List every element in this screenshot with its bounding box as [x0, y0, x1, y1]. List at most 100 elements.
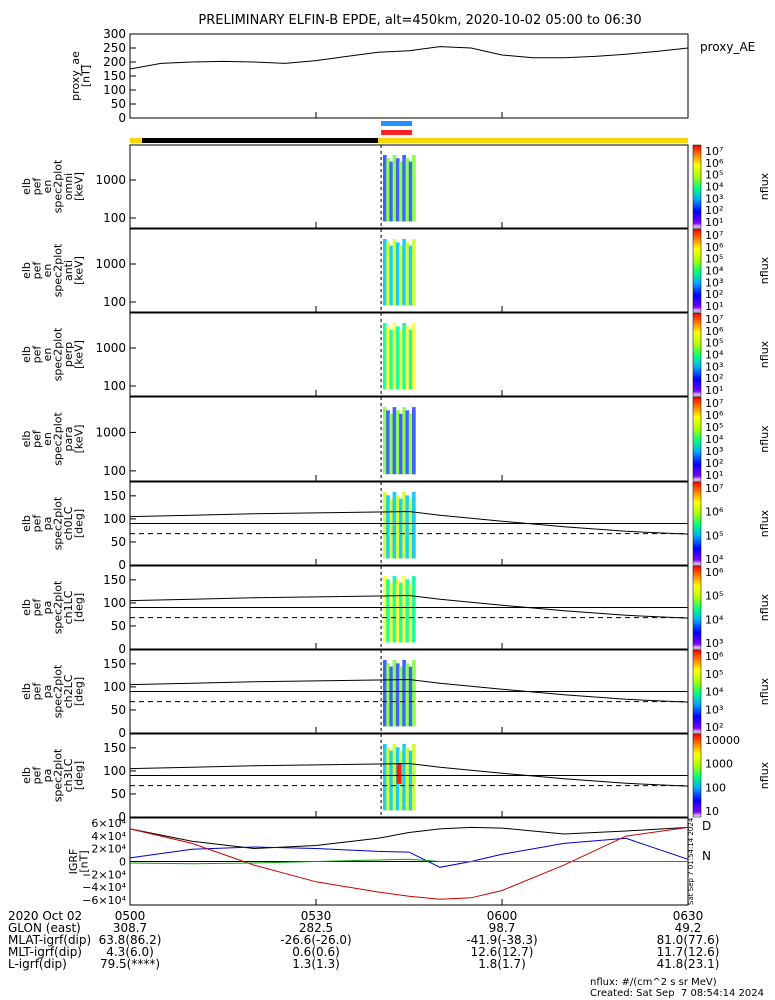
panel-ylabel-line: elb	[20, 431, 33, 448]
panel-ylabel-line: ch0LC	[62, 506, 75, 540]
footer-row-value: 4.3(6.0)	[106, 945, 154, 959]
panel-ylabel-line: pef	[30, 514, 43, 533]
panel-ylabel-line: en	[41, 348, 54, 362]
spectrogram-cell	[392, 660, 397, 727]
spectrogram-cell	[402, 660, 406, 727]
spectrogram-cell	[389, 413, 394, 475]
spectrogram-cell	[402, 492, 406, 559]
footer-row-label: MLT-igrf(dip)	[8, 945, 82, 959]
colorbar-tick-label: 10	[705, 805, 719, 818]
footer-row-value: 41.8(23.1)	[656, 957, 720, 971]
spectrogram-cell	[386, 326, 390, 390]
spectrogram-cell	[392, 155, 397, 222]
spectrogram-cell	[408, 161, 413, 222]
footer-row-value: -26.6(-26.0)	[280, 933, 352, 947]
colorbar-tick-label: 10¹	[705, 216, 723, 229]
status-bar	[130, 121, 688, 143]
units-note: nflux: #/(cm^2 s sr MeV)	[590, 977, 717, 988]
colorbar-tick-label: 10⁵	[705, 253, 723, 266]
spectrogram-cell	[395, 326, 400, 390]
colorbar-tick-label: 10³	[705, 360, 723, 373]
spectrogram-cell	[408, 498, 413, 559]
footer-row-value: -41.9(-38.3)	[466, 933, 538, 947]
panel-ytick-label: 150	[103, 741, 126, 755]
colorbar-tick-label: 10⁷	[705, 229, 723, 242]
spectrogram-cell	[412, 660, 416, 727]
spectrogram-cell	[412, 492, 416, 559]
footer-row-value: 11.7(12.6)	[656, 945, 720, 959]
ae-ylabel: proxy_ae[nT]	[69, 51, 93, 101]
panel-ylabel-line: pa	[41, 685, 54, 699]
colorbar-6	[692, 565, 702, 650]
colorbar-tick-label: 10¹	[705, 469, 723, 482]
spectrogram-cell	[395, 158, 400, 222]
spectrogram-cell	[399, 329, 403, 390]
spectrogram-cell	[405, 410, 410, 475]
colorbar-tick-label: 100	[705, 781, 726, 794]
panel-ytick-label: 100	[103, 211, 126, 225]
spectrogram-cell	[408, 666, 413, 727]
panel-ytick-label: 100	[103, 464, 126, 478]
loss-cone-line	[129, 678, 689, 703]
panel-ytick-label: 0	[118, 642, 126, 656]
spectrogram-cell	[386, 579, 390, 643]
panel-frame	[129, 228, 689, 313]
panel-ylabel-line: pa	[41, 601, 54, 615]
spectrogram-cell	[389, 750, 394, 811]
panel-ylabel-line: elb	[20, 683, 33, 700]
ae-ytick-label: 100	[103, 83, 126, 97]
spectrogram-cell	[392, 323, 397, 390]
panel-frame	[129, 312, 689, 397]
spectrogram-cell	[405, 158, 410, 222]
spectrogram-cell	[383, 660, 387, 727]
panel-ytick-label: 50	[111, 619, 126, 633]
panel-ylabel-line: pef	[30, 345, 43, 364]
panel-ylabel-line: en	[41, 264, 54, 278]
panel-ytick-label: 0	[118, 810, 126, 824]
colorbar-5	[692, 481, 702, 566]
spectrogram-cell	[399, 245, 403, 306]
panel-ylabel-line: omni	[62, 173, 75, 200]
panel-ylabel-line: elb	[20, 599, 33, 616]
colorbar-tick-label: 10⁴	[705, 433, 724, 446]
spectrogram-cell	[395, 663, 400, 727]
spectrogram-cell	[386, 663, 390, 727]
colorbar-tick-label: 10²	[705, 288, 723, 301]
panel-ylabel-line: spec2plot	[51, 327, 64, 381]
spectrogram-cell	[389, 329, 394, 390]
spectrogram-cell	[386, 158, 390, 222]
spectrogram-cell	[383, 323, 387, 390]
colorbar-tick-label: 10⁴	[705, 553, 724, 566]
spectrogram-cell	[399, 582, 403, 643]
panel-ylabel-line: para	[62, 427, 75, 452]
colorbar-label: nflux	[758, 761, 771, 789]
igrf-ytick-label: 4×10⁴	[91, 830, 126, 843]
panel-ylabel-line: [deg]	[72, 761, 85, 790]
panel-ytick-label: 1000	[95, 257, 126, 271]
colorbar-tick-label: 10⁶	[705, 157, 724, 170]
spectrogram-cell	[399, 413, 403, 475]
panel-ytick-label: 50	[111, 787, 126, 801]
colorbar-tick-label: 10⁶	[705, 325, 724, 338]
footer-row-value: 282.5	[298, 921, 334, 935]
loss-cone-line	[129, 510, 689, 535]
spectrogram-cell	[412, 155, 416, 222]
panel-ylabel-line: pef	[30, 598, 43, 617]
panel-ytick-label: 1000	[95, 173, 126, 187]
spectrogram-cell	[402, 155, 406, 222]
colorbar-2	[692, 228, 702, 313]
ae-ytick-label: 50	[111, 97, 126, 111]
footer-row-value: 49.2	[674, 921, 702, 935]
igrf-legend-d: D	[702, 819, 711, 833]
spectrogram-cell	[405, 495, 410, 559]
panel-ytick-label: 100	[103, 295, 126, 309]
ae-legend: proxy_AE	[700, 40, 755, 54]
